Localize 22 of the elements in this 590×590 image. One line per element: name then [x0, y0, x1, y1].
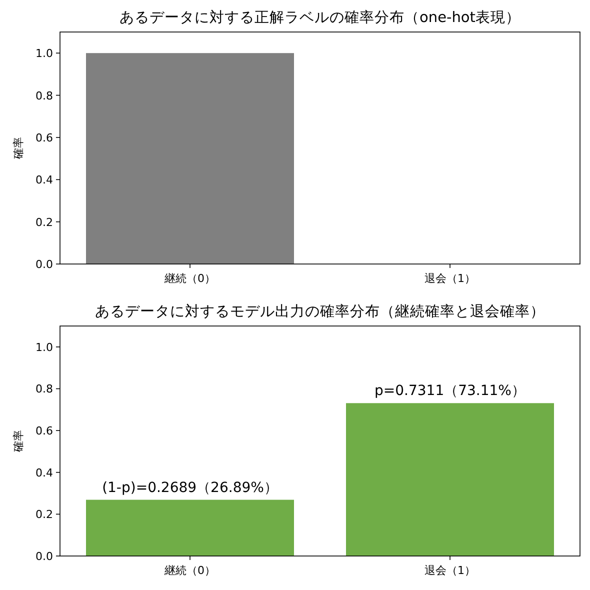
- y-tick-label: 0.8: [36, 89, 53, 102]
- y-tick-label: 0.2: [36, 508, 53, 522]
- y-tick-label: 0.8: [36, 382, 53, 396]
- x-tick-label: 退会（1）: [424, 272, 476, 285]
- y-tick-label: 0.0: [36, 550, 53, 563]
- y-axis-title: 確率: [12, 137, 25, 160]
- y-tick-label: 1.0: [36, 47, 53, 60]
- data-label: p=0.7311（73.11%）: [374, 383, 526, 400]
- x-tick-label: 退会（1）: [424, 564, 476, 577]
- y-tick-label: 0.2: [36, 216, 53, 229]
- y-tick-label: 0.0: [36, 258, 53, 271]
- chart-title: あるデータに対するモデル出力の確率分布（継続確率と退会確率）: [95, 303, 545, 320]
- x-tick-label: 継続（0）: [164, 564, 216, 577]
- y-axis-title: 確率: [12, 430, 25, 453]
- y-tick-label: 0.6: [36, 424, 53, 438]
- x-tick-label: 継続（0）: [164, 272, 216, 285]
- y-tick-label: 0.4: [36, 174, 53, 187]
- chart-title: あるデータに対する正解ラベルの確率分布（one-hot表現）: [120, 9, 520, 26]
- y-tick-label: 0.4: [36, 466, 53, 480]
- y-tick-label: 0.6: [36, 131, 53, 144]
- y-tick-label: 1.0: [36, 340, 53, 354]
- data-label: (1-p)=0.2689（26.89%）: [102, 480, 278, 496]
